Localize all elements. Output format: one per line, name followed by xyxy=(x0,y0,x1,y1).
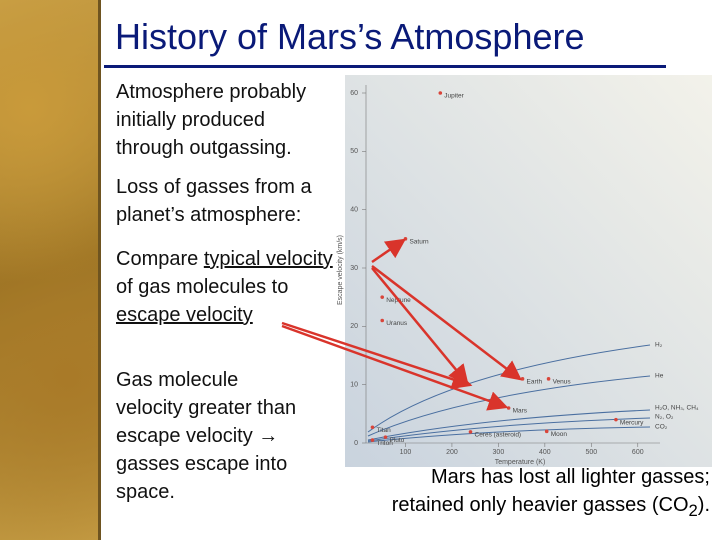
x-tick-label: 600 xyxy=(632,449,644,456)
point-label: Pluto xyxy=(389,437,404,444)
line: planet’s atmosphere: xyxy=(116,204,302,226)
y-axis-label: Escape velocity (km/s) xyxy=(337,235,344,305)
curve-label: H₂ xyxy=(655,342,663,349)
paragraph: Atmosphere probably initially produced t… xyxy=(116,78,306,162)
point-label: Mars xyxy=(513,408,528,415)
point-label: Venus xyxy=(553,379,572,386)
line: initially produced xyxy=(116,109,265,131)
curve-label: H₂O, NH₃, CH₄ xyxy=(655,405,699,412)
line: escape velocity xyxy=(116,304,253,326)
line: space. xyxy=(116,481,175,503)
x-tick-label: 400 xyxy=(539,449,551,456)
curves xyxy=(367,344,651,443)
line: escape velocity → xyxy=(116,425,279,447)
curve xyxy=(367,417,651,442)
point-label: Ceres (asteroid) xyxy=(475,432,522,439)
y-tick-label: 40 xyxy=(350,207,358,214)
point xyxy=(403,237,408,241)
line: Gas molecule xyxy=(116,369,239,391)
line: Atmosphere probably xyxy=(116,81,307,103)
subscript: 2 xyxy=(688,501,698,520)
caption: Mars has lost all lighter gasses; retain… xyxy=(392,463,710,525)
point xyxy=(370,438,375,442)
title-rule xyxy=(104,65,666,68)
point xyxy=(468,430,473,434)
curve-label: N₂, O₂ xyxy=(655,414,674,421)
slide-title: History of Mars’s Atmosphere xyxy=(115,16,585,57)
point-label: Titan xyxy=(376,427,391,434)
mars-texture xyxy=(0,0,101,540)
x-tick-label: 300 xyxy=(493,449,505,456)
paragraph: Compare typical velocity of gas molecule… xyxy=(116,245,333,329)
y-tick-label: 50 xyxy=(350,148,358,155)
point-label: Neptune xyxy=(386,297,411,304)
y-tick-label: 30 xyxy=(350,265,358,272)
text: retained only heavier gasses (CO xyxy=(391,494,689,516)
point xyxy=(614,417,618,422)
point-label: Mercury xyxy=(620,419,644,426)
x-tick-label: 200 xyxy=(446,449,458,456)
text: ). xyxy=(697,494,710,516)
point xyxy=(380,295,385,299)
y-tick-label: 60 xyxy=(350,90,358,97)
line: Mars has lost all lighter gasses; xyxy=(430,466,710,488)
point-label: Triton xyxy=(376,440,393,447)
point-label: Moon xyxy=(551,431,568,438)
line: through outgassing. xyxy=(116,137,292,159)
text: Compare xyxy=(116,248,204,270)
point-label: Jupiter xyxy=(444,93,464,100)
x-axis-label: Temperature (K) xyxy=(495,459,546,466)
x-tick-label: 500 xyxy=(585,449,597,456)
curve xyxy=(367,426,651,443)
point xyxy=(383,435,388,439)
y-tick-label: 10 xyxy=(350,382,358,389)
point-label: Saturn xyxy=(409,239,429,246)
point xyxy=(380,318,385,323)
point-label: Uranus xyxy=(386,320,408,327)
point xyxy=(546,377,551,381)
text: typical velocity xyxy=(203,248,333,270)
point-label: Earth xyxy=(527,379,543,386)
paragraph: Loss of gasses from a planet’s atmospher… xyxy=(116,173,312,229)
point xyxy=(520,377,525,381)
curve xyxy=(367,409,651,441)
point xyxy=(544,429,549,434)
line: of gas molecules to xyxy=(116,276,289,298)
point xyxy=(438,91,443,95)
y-tick-label: 0 xyxy=(354,440,358,447)
curve-label: He xyxy=(655,373,664,380)
point xyxy=(370,425,375,430)
line: Compare typical velocity xyxy=(116,245,333,273)
x-tick-label: 100 xyxy=(400,449,412,456)
line: retained only heavier gasses (CO2). xyxy=(392,491,710,525)
line: velocity greater than xyxy=(116,397,297,419)
line: gasses escape into xyxy=(116,453,288,475)
line: Loss of gasses from a xyxy=(116,176,312,198)
point xyxy=(506,406,511,410)
paragraph: Gas molecule velocity greater than escap… xyxy=(116,366,296,506)
y-tick-label: 20 xyxy=(350,323,358,330)
curve-label: CO₂ xyxy=(655,424,668,431)
